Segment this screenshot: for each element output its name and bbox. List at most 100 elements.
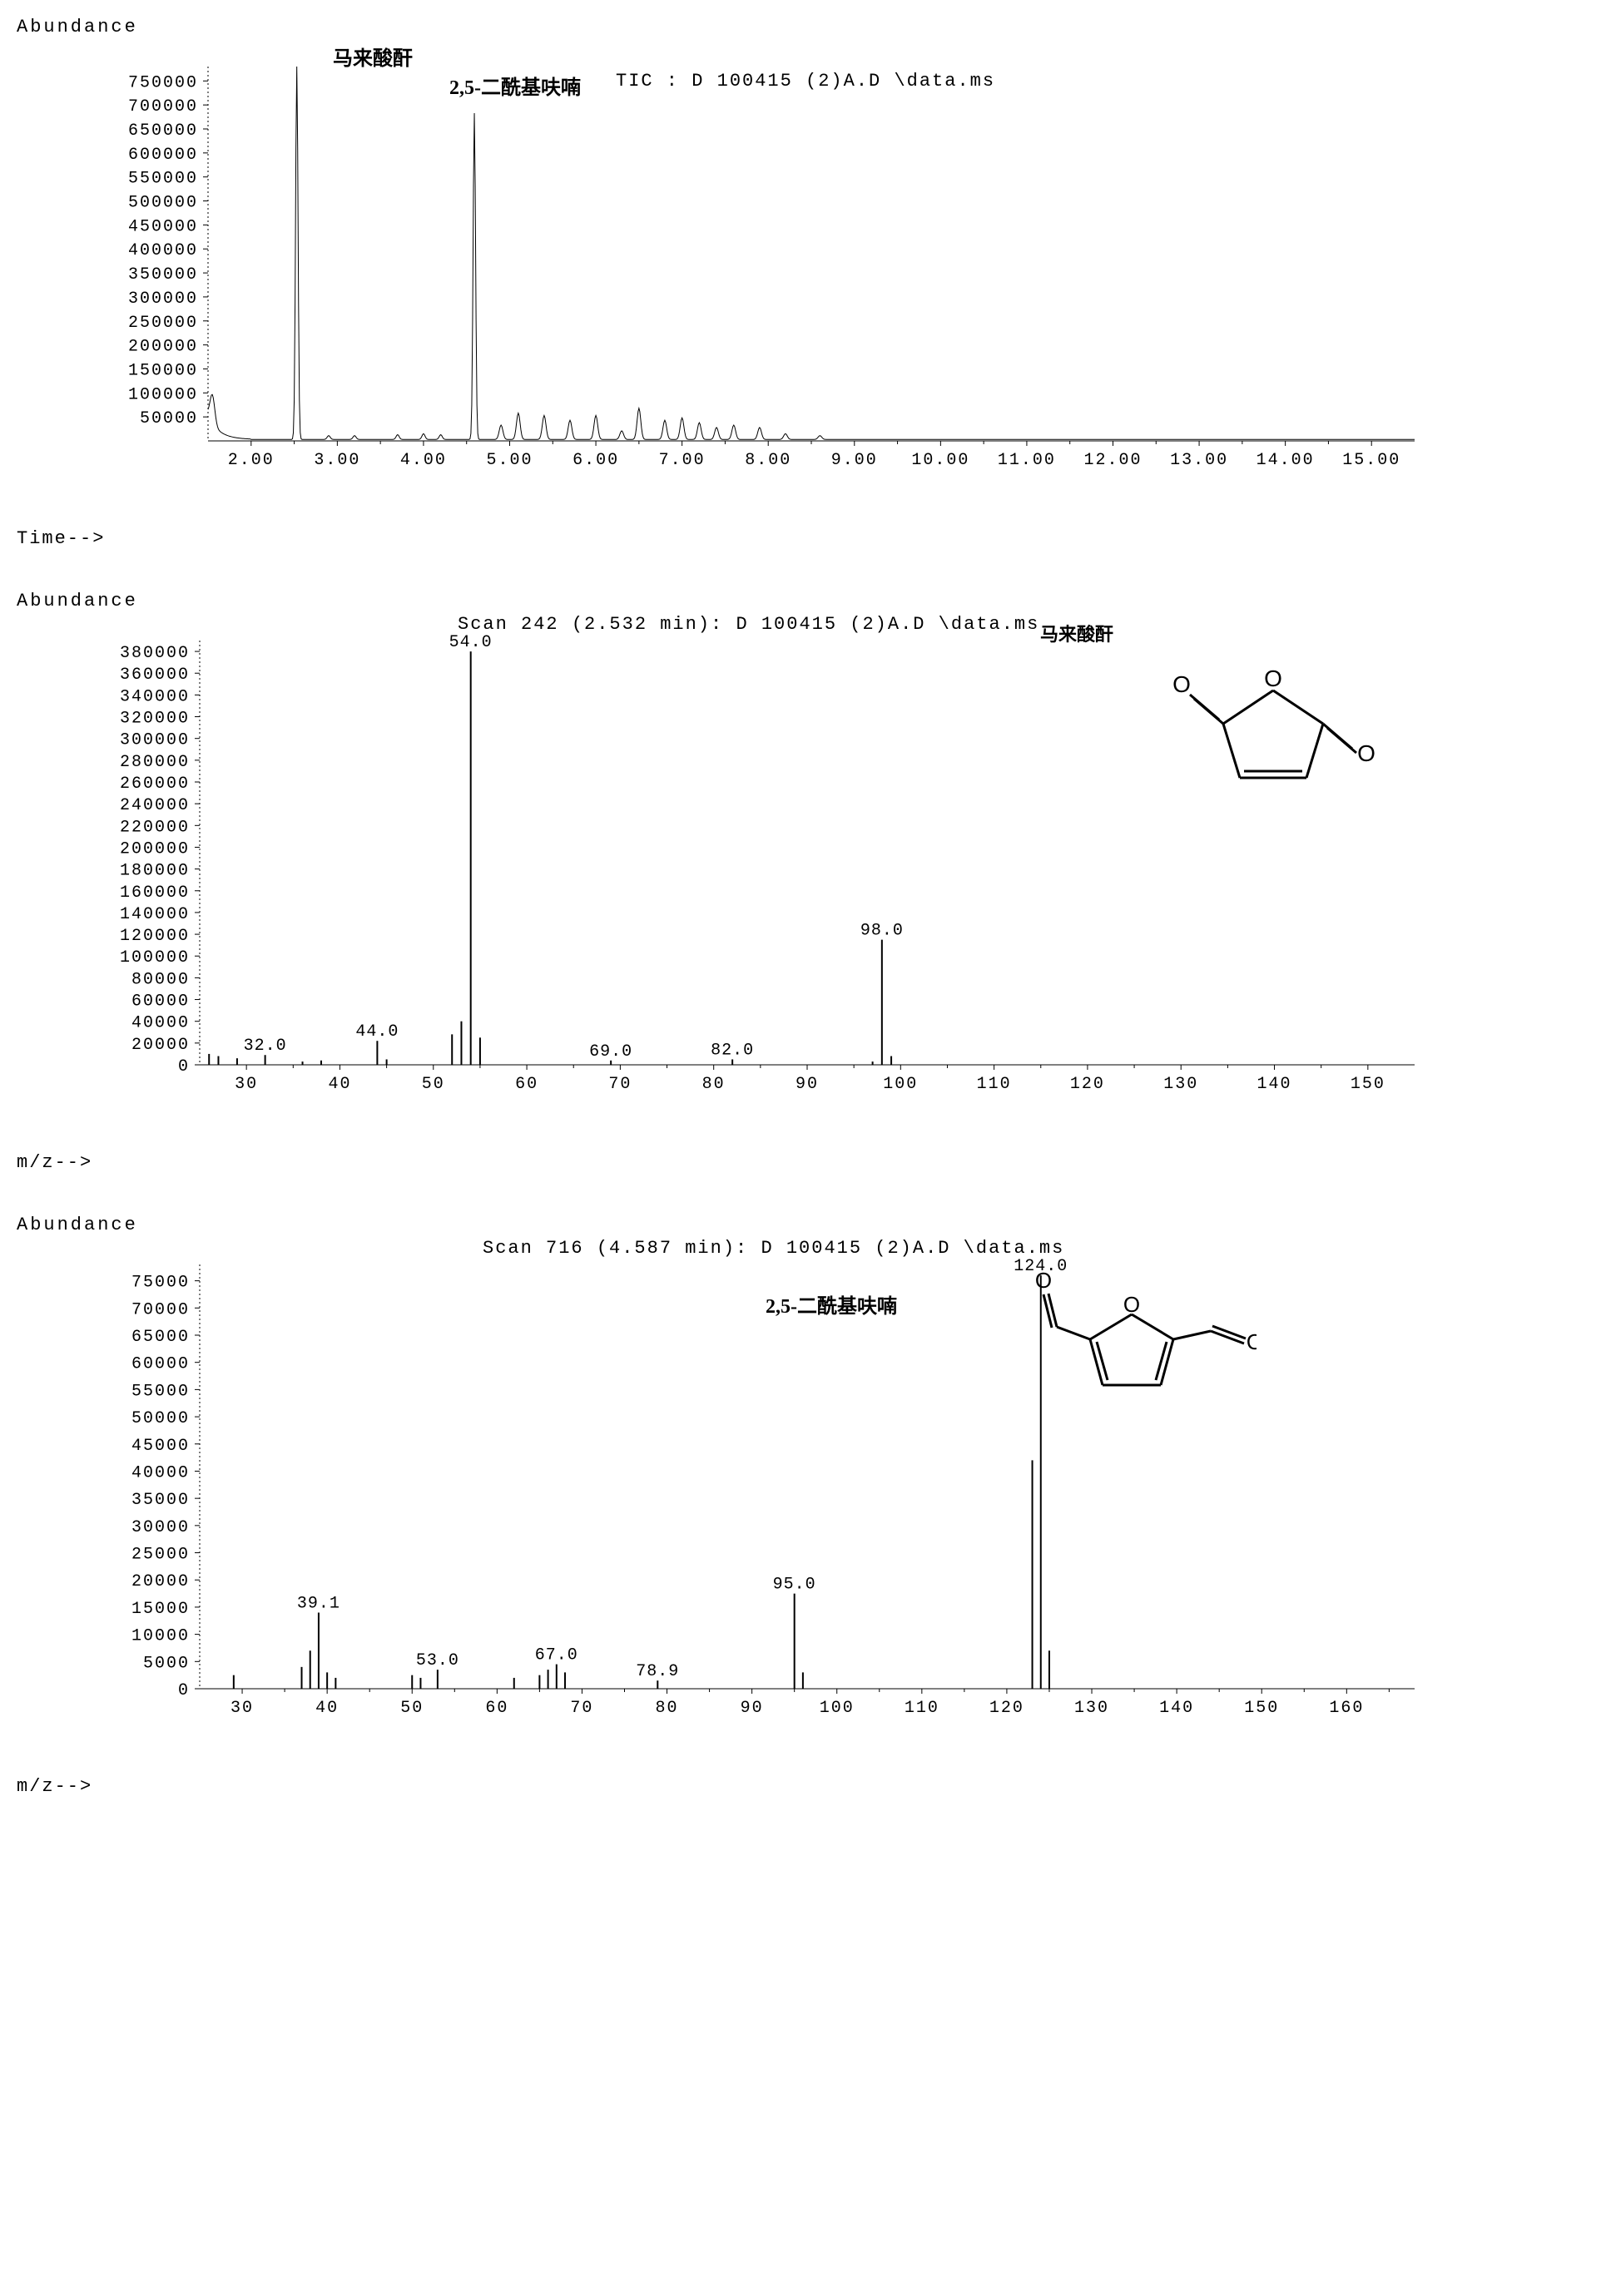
svg-text:O: O (1247, 1329, 1257, 1354)
svg-text:80: 80 (702, 1075, 726, 1094)
svg-text:39.1: 39.1 (297, 1594, 340, 1613)
svg-text:5000: 5000 (143, 1654, 190, 1673)
svg-text:90: 90 (796, 1075, 819, 1094)
svg-text:500000: 500000 (128, 194, 198, 213)
svg-text:O: O (1123, 1292, 1140, 1317)
svg-text:53.0: 53.0 (416, 1651, 459, 1670)
svg-text:450000: 450000 (128, 217, 198, 236)
svg-text:650000: 650000 (128, 121, 198, 141)
svg-text:50000: 50000 (140, 409, 198, 428)
svg-text:55000: 55000 (131, 1382, 190, 1401)
annotation-maleic: 马来酸酐 (333, 42, 413, 71)
y-axis-label: Abundance (17, 17, 1584, 37)
svg-text:9.00: 9.00 (831, 451, 878, 470)
x-axis-label: m/z--> (17, 1152, 1584, 1173)
svg-text:300000: 300000 (128, 289, 198, 309)
svg-text:150: 150 (1351, 1075, 1385, 1094)
svg-text:10000: 10000 (131, 1627, 190, 1646)
svg-text:380000: 380000 (120, 644, 190, 663)
svg-text:6.00: 6.00 (572, 451, 619, 470)
scan-title: Scan 242 (2.532 min): D 100415 (2)A.D \d… (458, 614, 1039, 635)
chart-area: 马来酸酐 2,5-二酰基呋喃 TIC : D 100415 (2)A.D \da… (17, 42, 1584, 524)
svg-text:160: 160 (1329, 1699, 1364, 1718)
svg-text:100: 100 (883, 1075, 918, 1094)
svg-text:54.0: 54.0 (449, 633, 493, 652)
svg-text:40: 40 (315, 1699, 339, 1718)
svg-text:90: 90 (741, 1699, 764, 1718)
svg-text:50: 50 (400, 1699, 424, 1718)
svg-text:30000: 30000 (131, 1518, 190, 1537)
svg-text:130: 130 (1163, 1075, 1198, 1094)
svg-text:130: 130 (1074, 1699, 1109, 1718)
structure-furan-icon: O O O (1007, 1264, 1257, 1414)
svg-text:240000: 240000 (120, 796, 190, 815)
svg-text:30: 30 (230, 1699, 254, 1718)
svg-text:14.00: 14.00 (1257, 451, 1315, 470)
svg-text:750000: 750000 (128, 73, 198, 92)
svg-text:120000: 120000 (120, 927, 190, 946)
svg-text:40: 40 (328, 1075, 351, 1094)
annotation-diformylfuran: 2,5-二酰基呋喃 (766, 1289, 897, 1319)
svg-text:120: 120 (1070, 1075, 1105, 1094)
svg-text:69.0: 69.0 (589, 1042, 632, 1061)
svg-text:65000: 65000 (131, 1328, 190, 1347)
svg-text:200000: 200000 (128, 338, 198, 357)
svg-text:13.00: 13.00 (1170, 451, 1228, 470)
chart-area: Scan 716 (4.587 min): D 100415 (2)A.D \d… (17, 1240, 1584, 1772)
svg-text:2.00: 2.00 (228, 451, 275, 470)
y-axis-label: Abundance (17, 1215, 1584, 1235)
svg-text:110: 110 (905, 1699, 939, 1718)
svg-text:60: 60 (485, 1699, 508, 1718)
svg-text:140: 140 (1159, 1699, 1194, 1718)
svg-text:67.0: 67.0 (535, 1646, 578, 1665)
svg-text:0: 0 (178, 1681, 190, 1700)
svg-text:0: 0 (178, 1057, 190, 1076)
svg-text:600000: 600000 (128, 146, 198, 165)
svg-text:15.00: 15.00 (1342, 451, 1400, 470)
mass-spectrum-1: Abundance Scan 242 (2.532 min): D 100415… (17, 591, 1584, 1173)
svg-text:320000: 320000 (120, 710, 190, 729)
svg-text:50000: 50000 (131, 1409, 190, 1428)
mass-spectrum-2: Abundance Scan 716 (4.587 min): D 100415… (17, 1215, 1584, 1797)
svg-text:11.00: 11.00 (998, 451, 1056, 470)
svg-text:550000: 550000 (128, 170, 198, 189)
svg-text:140000: 140000 (120, 905, 190, 924)
svg-text:340000: 340000 (120, 687, 190, 706)
svg-text:82.0: 82.0 (711, 1041, 754, 1060)
svg-text:100000: 100000 (128, 385, 198, 404)
svg-text:150000: 150000 (128, 361, 198, 380)
svg-text:250000: 250000 (128, 314, 198, 333)
svg-text:50: 50 (422, 1075, 445, 1094)
svg-text:70: 70 (570, 1699, 593, 1718)
svg-text:300000: 300000 (120, 731, 190, 750)
scan-title: Scan 716 (4.587 min): D 100415 (2)A.D \d… (483, 1238, 1064, 1259)
svg-text:45000: 45000 (131, 1437, 190, 1456)
svg-text:60: 60 (515, 1075, 538, 1094)
svg-text:80: 80 (656, 1699, 679, 1718)
svg-text:700000: 700000 (128, 97, 198, 116)
svg-text:100: 100 (820, 1699, 855, 1718)
svg-text:140: 140 (1257, 1075, 1292, 1094)
x-axis-label: m/z--> (17, 1776, 1584, 1797)
svg-text:O: O (1172, 671, 1191, 697)
chart-area: Scan 242 (2.532 min): D 100415 (2)A.D \d… (17, 616, 1584, 1148)
y-axis-label: Abundance (17, 591, 1584, 611)
svg-text:35000: 35000 (131, 1491, 190, 1510)
svg-text:150: 150 (1244, 1699, 1279, 1718)
svg-text:75000: 75000 (131, 1274, 190, 1293)
svg-text:4.00: 4.00 (400, 451, 447, 470)
svg-text:10.00: 10.00 (911, 451, 969, 470)
svg-text:260000: 260000 (120, 774, 190, 794)
svg-text:60000: 60000 (131, 1355, 190, 1374)
svg-text:30: 30 (235, 1075, 258, 1094)
svg-text:15000: 15000 (131, 1600, 190, 1619)
svg-text:20000: 20000 (131, 1036, 190, 1055)
svg-text:O: O (1035, 1268, 1052, 1293)
svg-text:400000: 400000 (128, 241, 198, 260)
svg-text:78.9: 78.9 (636, 1662, 679, 1681)
svg-text:8.00: 8.00 (745, 451, 791, 470)
svg-text:5.00: 5.00 (486, 451, 533, 470)
annotation-diformylfuran: 2,5-二酰基呋喃 (449, 71, 581, 100)
svg-text:70000: 70000 (131, 1300, 190, 1319)
svg-text:160000: 160000 (120, 883, 190, 903)
